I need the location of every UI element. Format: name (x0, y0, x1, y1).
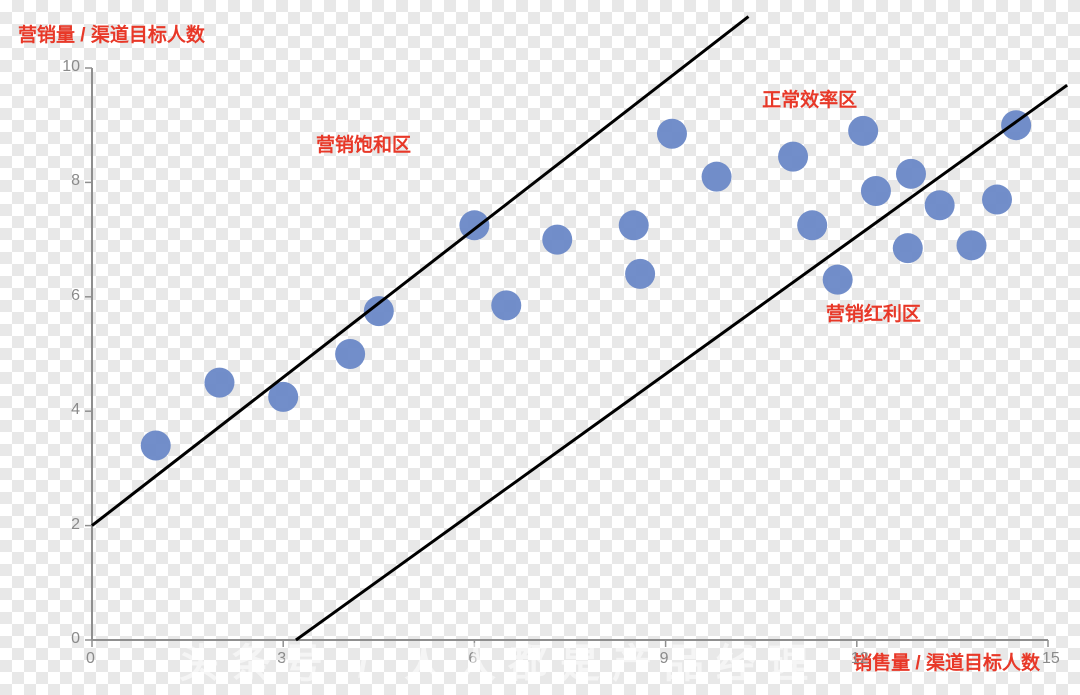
scatter-point (861, 176, 891, 206)
y-tick-label: 10 (62, 58, 80, 76)
x-tick-label: 0 (86, 650, 95, 668)
chart-svg (0, 0, 1080, 695)
scatter-point (982, 185, 1012, 215)
scatter-point (823, 265, 853, 295)
y-axis-title: 营销量 / 渠道目标人数 (18, 20, 205, 47)
region-saturation: 营销饱和区 (316, 130, 411, 157)
scatter-point (657, 119, 687, 149)
scatter-point (625, 259, 655, 289)
scatter-point (893, 233, 923, 263)
y-tick-label: 4 (71, 401, 80, 419)
scatter-point (204, 368, 234, 398)
x-tick-label: 15 (1042, 650, 1060, 668)
scatter-point (619, 210, 649, 240)
x-tick-label: 6 (468, 650, 477, 668)
scatter-point (702, 162, 732, 192)
scatter-point (848, 116, 878, 146)
scatter-point (896, 159, 926, 189)
scatter-point (542, 225, 572, 255)
x-tick-label: 12 (851, 650, 869, 668)
region-bonus: 营销红利区 (826, 299, 921, 326)
y-tick-label: 6 (71, 287, 80, 305)
y-tick-label: 8 (71, 172, 80, 190)
scatter-point (335, 339, 365, 369)
x-axis-title: 销售量 / 渠道目标人数 (853, 648, 1040, 675)
chart-canvas: 营销量 / 渠道目标人数 销售量 / 渠道目标人数 营销饱和区 正常效率区营销红利… (0, 0, 1080, 695)
y-tick-label: 0 (71, 630, 80, 648)
scatter-point (797, 210, 827, 240)
scatter-point (957, 230, 987, 260)
scatter-point (925, 190, 955, 220)
scatter-point (491, 290, 521, 320)
x-tick-label: 9 (660, 650, 669, 668)
region-normal: 正常效率区 (762, 85, 857, 112)
y-tick-label: 2 (71, 516, 80, 534)
x-tick-label: 3 (277, 650, 286, 668)
scatter-point (141, 431, 171, 461)
lower-line (296, 85, 1067, 640)
scatter-point (778, 142, 808, 172)
